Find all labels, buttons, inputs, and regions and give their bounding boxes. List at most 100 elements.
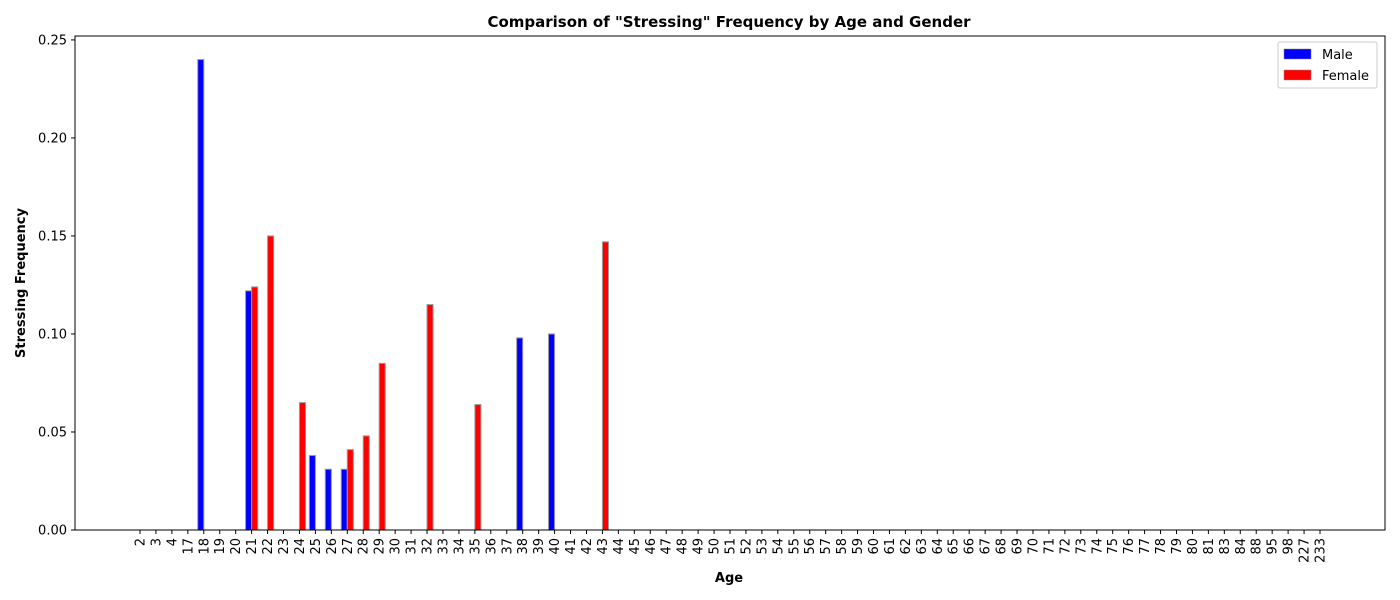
bar-female-24 [298, 402, 307, 531]
bar-female-22 [267, 235, 275, 531]
x-tick-label: 74 [1090, 538, 1105, 555]
x-tick-label: 41 [564, 538, 579, 555]
bar-female-21 [251, 286, 259, 531]
bar-female-27 [346, 449, 354, 531]
x-tick-label: 77 [1138, 538, 1153, 555]
x-tick-label: 72 [1058, 538, 1073, 555]
x-tick-label: 32 [421, 538, 436, 555]
x-tick-label: 62 [899, 538, 914, 555]
x-tick-label: 59 [851, 538, 866, 555]
x-tick-label: 233 [1314, 538, 1329, 563]
x-tick-label: 2 [134, 538, 149, 546]
x-tick-label: 3 [149, 538, 164, 546]
x-tick-label: 39 [532, 538, 547, 555]
y-tick-label: 0.20 [38, 131, 67, 146]
x-tick-label: 46 [644, 538, 659, 555]
x-tick-label: 50 [708, 538, 723, 555]
x-tick-label: 69 [1011, 538, 1026, 555]
legend-swatch-female [1283, 69, 1312, 81]
x-tick-label: 84 [1234, 538, 1249, 555]
x-tick-label: 21 [245, 538, 260, 555]
x-tick-label: 53 [755, 538, 770, 555]
x-tick-label: 17 [181, 538, 196, 555]
x-tick-label: 35 [468, 538, 483, 555]
x-tick-label: 38 [516, 538, 531, 555]
x-tick-label: 18 [197, 538, 212, 555]
x-tick-label: 55 [787, 538, 802, 555]
x-tick-label: 65 [947, 538, 962, 555]
x-tick-label: 68 [995, 538, 1010, 555]
legend-label-female: Female [1322, 69, 1369, 84]
x-tick-label: 31 [405, 538, 420, 555]
bar-male-38 [516, 337, 524, 531]
x-tick-label: 67 [979, 538, 994, 555]
x-tick-label: 80 [1186, 538, 1201, 555]
x-tick-label: 49 [692, 538, 707, 555]
x-tick-label: 37 [500, 538, 515, 555]
bars-layer [197, 59, 609, 531]
x-tick-label: 47 [660, 538, 675, 555]
y-tick-label: 0.10 [38, 327, 67, 342]
y-axis: 0.00 0.05 0.10 0.15 0.20 0.25 [38, 33, 75, 539]
x-tick-label: 42 [580, 538, 595, 555]
x-tick-label: 51 [724, 538, 739, 555]
bar-male-27 [340, 468, 348, 531]
bar-male-18 [197, 59, 205, 531]
x-tick-label: 66 [963, 538, 978, 555]
y-tick-label: 0.15 [38, 229, 67, 244]
y-tick-label: 0.05 [38, 425, 67, 440]
x-axis-title: Age [715, 571, 743, 586]
legend-label-male: Male [1322, 48, 1353, 63]
bar-female-29 [378, 362, 386, 531]
x-tick-label: 76 [1122, 538, 1137, 555]
x-tick-label: 44 [612, 538, 627, 555]
x-tick-label: 26 [325, 538, 340, 555]
x-tick-label: 23 [277, 538, 292, 555]
chart-title: Comparison of "Stressing" Frequency by A… [487, 13, 971, 31]
x-tick-label: 98 [1282, 538, 1297, 555]
x-tick-label: 95 [1266, 538, 1281, 555]
x-tick-label: 24 [293, 538, 308, 555]
x-tick-label: 28 [357, 538, 372, 555]
x-tick-label: 29 [373, 538, 388, 555]
y-axis-title: Stressing Frequency [14, 208, 29, 358]
x-tick-label: 30 [389, 538, 404, 555]
x-tick-label: 60 [867, 538, 882, 555]
x-tick-label: 20 [229, 538, 244, 555]
legend: Male Female [1277, 41, 1378, 89]
x-tick-label: 19 [213, 538, 228, 555]
y-tick-label: 0.25 [38, 33, 67, 48]
x-tick-label: 88 [1250, 538, 1265, 555]
y-tick-label: 0.00 [38, 524, 67, 539]
x-tick-label: 73 [1074, 538, 1089, 555]
x-tick-label: 70 [1026, 538, 1041, 555]
bar-female-35 [474, 404, 482, 531]
x-tick-label: 40 [548, 538, 563, 555]
bar-female-32 [426, 304, 434, 531]
x-tick-label: 63 [915, 538, 930, 555]
bar-female-43 [601, 241, 609, 531]
x-tick-label: 56 [803, 538, 818, 555]
x-tick-label: 54 [771, 538, 786, 555]
x-tick-label: 22 [261, 538, 276, 555]
bar-male-25 [308, 455, 316, 531]
x-tick-label: 57 [819, 538, 834, 555]
x-tick-label: 33 [436, 538, 451, 555]
x-tick-label: 75 [1106, 538, 1121, 555]
x-tick-label: 48 [676, 538, 691, 555]
x-tick-label: 58 [835, 538, 850, 555]
x-tick-label: 27 [341, 538, 356, 555]
x-tick-label: 52 [739, 538, 754, 555]
x-axis: 2 3 4 17 18 19 20 21 22 23 24 25 26 27 28 29 30 31 32 33 34 3… [134, 530, 1329, 563]
x-tick-label: 79 [1170, 538, 1185, 555]
x-tick-label: 25 [309, 538, 324, 555]
x-tick-label: 61 [883, 538, 898, 555]
bar-male-40 [548, 333, 556, 531]
bar-male-21 [245, 290, 253, 531]
x-tick-label: 45 [628, 538, 643, 555]
x-tick-label: 4 [165, 538, 180, 546]
x-tick-label: 78 [1154, 538, 1169, 555]
x-tick-label: 227 [1298, 538, 1313, 563]
bar-male-26 [324, 468, 332, 531]
